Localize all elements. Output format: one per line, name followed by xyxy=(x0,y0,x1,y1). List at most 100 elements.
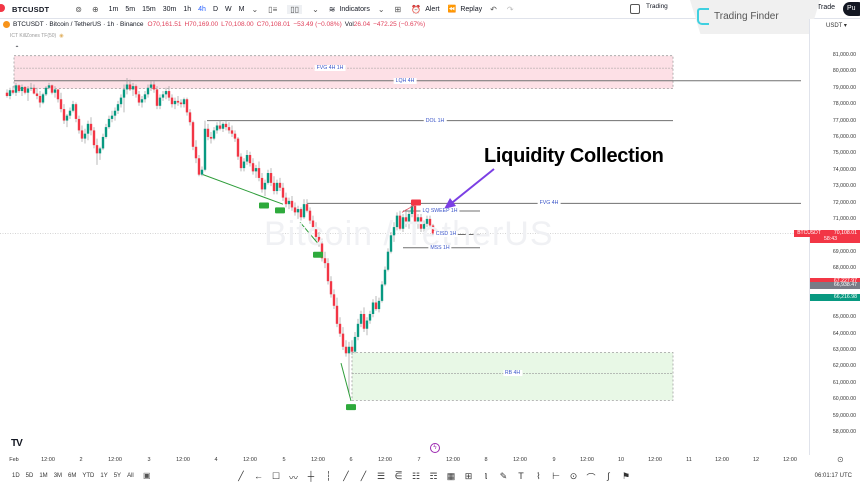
symbol-watermark: Bitcoin / TetherUS xyxy=(264,215,554,253)
gann-box-icon[interactable]: ▦ xyxy=(446,471,456,481)
time-axis[interactable]: Feb 12:00 2 12:00 3 12:00 4 12:00 5 12:00 6 12:00 7 1… xyxy=(0,455,809,467)
candle-body xyxy=(206,128,210,137)
timeframe-1h[interactable]: 1h xyxy=(183,5,192,13)
candle-body xyxy=(272,182,276,192)
chevron-down-icon[interactable]: ⌄ xyxy=(312,4,319,14)
range-1m[interactable]: 1M xyxy=(39,472,48,479)
horizontal-ray-icon[interactable]: ← xyxy=(254,471,263,481)
fib-extension-icon[interactable]: ☶ xyxy=(429,471,438,481)
candle-body xyxy=(314,227,318,237)
candle-body xyxy=(323,258,327,264)
timeframe-5m[interactable]: 5m xyxy=(125,5,136,13)
candle-body xyxy=(281,187,285,198)
range-3m[interactable]: 3M xyxy=(53,472,63,479)
path-icon[interactable]: 〰 xyxy=(288,473,298,483)
liquidity-collection-title: Liquidity Collection xyxy=(484,145,664,167)
price-tick: 71,000.00 xyxy=(832,215,856,222)
bar-style-icon[interactable]: ▯≡ xyxy=(268,4,278,14)
range-1y[interactable]: 1Y xyxy=(100,472,108,479)
brush-icon[interactable]: ✎ xyxy=(499,471,508,481)
flag-marker-icon[interactable]: ⚑ xyxy=(621,471,631,481)
avatar[interactable] xyxy=(0,4,5,12)
eye-icon[interactable]: ◉ xyxy=(59,33,64,39)
goto-date-icon[interactable]: ▣ xyxy=(143,471,151,480)
candle-style-icon[interactable]: ▯▯ xyxy=(287,4,303,14)
redo-icon[interactable]: ↷ xyxy=(506,4,514,14)
candle-body xyxy=(122,89,126,98)
brand-banner xyxy=(690,0,820,34)
templates-icon[interactable]: ⊞ xyxy=(394,4,402,14)
timeframe-m[interactable]: M xyxy=(238,5,245,13)
fib-retracement-icon[interactable]: ☷ xyxy=(411,471,421,481)
timeframe-15m[interactable]: 15m xyxy=(142,5,156,13)
chevron-down-icon[interactable]: ⌄ xyxy=(251,4,259,14)
trade-button[interactable]: Trade xyxy=(817,4,836,11)
timeframe-1m[interactable]: 1m xyxy=(108,5,119,13)
text-icon[interactable]: T xyxy=(518,471,524,481)
add-symbol-icon[interactable]: ⊕ xyxy=(91,4,99,14)
replay-button[interactable]: ⏪ Replay xyxy=(448,5,483,14)
candle-body xyxy=(338,323,342,334)
currency-selector[interactable]: USDT ▾ xyxy=(826,22,847,29)
range-5y[interactable]: 5Y xyxy=(113,472,122,479)
vertical-line-icon[interactable]: ┆ xyxy=(325,471,332,481)
compare-icon[interactable]: ⊚ xyxy=(75,4,82,14)
utc-clock[interactable]: 06:01:17 UTC xyxy=(814,473,852,479)
candle-body xyxy=(29,87,33,89)
range-5d[interactable]: 5D xyxy=(25,472,34,479)
tradingview-logo[interactable]: TV xyxy=(11,438,23,449)
settings-gear-icon[interactable]: ⊙ xyxy=(837,455,844,464)
symbol-search[interactable]: BTCUSDT xyxy=(12,4,50,14)
range-1d[interactable]: 1D xyxy=(12,472,20,479)
gann-square-icon[interactable]: ⊞ xyxy=(464,471,473,481)
ray-icon[interactable]: ╱ xyxy=(343,471,349,481)
events-icon[interactable]: ϟ xyxy=(430,443,440,453)
indicator-legend[interactable]: ICT KillZones TF(50) ◉ xyxy=(10,33,64,39)
timeframe-d[interactable]: D xyxy=(212,5,219,13)
timeframe-w[interactable]: W xyxy=(225,5,232,13)
arrow-marker-icon[interactable]: ⌇ xyxy=(536,471,541,481)
range-all[interactable]: All xyxy=(127,472,134,479)
candle-body xyxy=(326,263,330,282)
price-chart[interactable] xyxy=(0,19,809,455)
range-6m[interactable]: 6M xyxy=(68,472,77,479)
candle-body xyxy=(131,86,135,90)
time-tick: 3 xyxy=(147,457,151,463)
price-tick: 73,000.00 xyxy=(832,183,856,190)
indicators-button[interactable]: ≋ Indicators xyxy=(329,5,370,14)
time-tick: 12:00 xyxy=(783,457,797,463)
chevron-down-icon[interactable]: ⌄ xyxy=(377,4,385,14)
undo-icon[interactable]: ↶ xyxy=(490,4,497,14)
trend-line-icon[interactable]: ╱ xyxy=(238,471,244,481)
arc-icon[interactable]: ⌒ xyxy=(586,473,596,483)
cross-line-icon[interactable]: ┼ xyxy=(307,471,315,481)
timeframe-30m[interactable]: 30m xyxy=(162,5,177,13)
candle-body xyxy=(194,146,198,159)
pitchfork-icon[interactable]: ⋶ xyxy=(394,471,403,481)
trading-panel-label[interactable]: Trading xyxy=(646,3,668,10)
candle-body xyxy=(200,169,204,175)
publish-button[interactable]: Pu xyxy=(843,2,860,16)
legend-vol-change: −472.25 (−0.67%) xyxy=(373,21,426,28)
curve-icon[interactable]: ∫ xyxy=(607,471,610,481)
candle-body xyxy=(428,218,432,226)
rectangle-icon[interactable]: ☐ xyxy=(271,471,281,481)
legend-low: L70,108.00 xyxy=(221,21,254,28)
legend-vol-label: Vol xyxy=(344,21,354,28)
date-range-icon[interactable]: ⊢ xyxy=(552,471,560,481)
price-axis[interactable]: 81,000.00 80,000.00 79,000.00 78,000.00 77,0… xyxy=(809,19,860,455)
timeframe-4h[interactable]: 4h xyxy=(198,5,206,13)
alert-button[interactable]: ⏰ Alert xyxy=(411,5,439,14)
range-ytd[interactable]: YTD xyxy=(82,472,95,479)
trading-panel-checkbox[interactable] xyxy=(630,4,640,14)
price-tick: 74,000.00 xyxy=(832,166,856,173)
level-label: LQH 4H xyxy=(393,77,417,84)
candle-body xyxy=(407,213,411,224)
candle-body xyxy=(266,173,270,183)
extended-line-icon[interactable]: ╱ xyxy=(360,471,367,481)
collapse-legend-button[interactable]: ⌃ xyxy=(11,45,23,53)
circle-icon[interactable]: ⊙ xyxy=(569,471,578,481)
parallel-channel-icon[interactable]: ☰ xyxy=(376,471,386,481)
time-tick: 12:00 xyxy=(446,457,460,463)
long-position-icon[interactable]: Ⲓ xyxy=(484,471,488,481)
